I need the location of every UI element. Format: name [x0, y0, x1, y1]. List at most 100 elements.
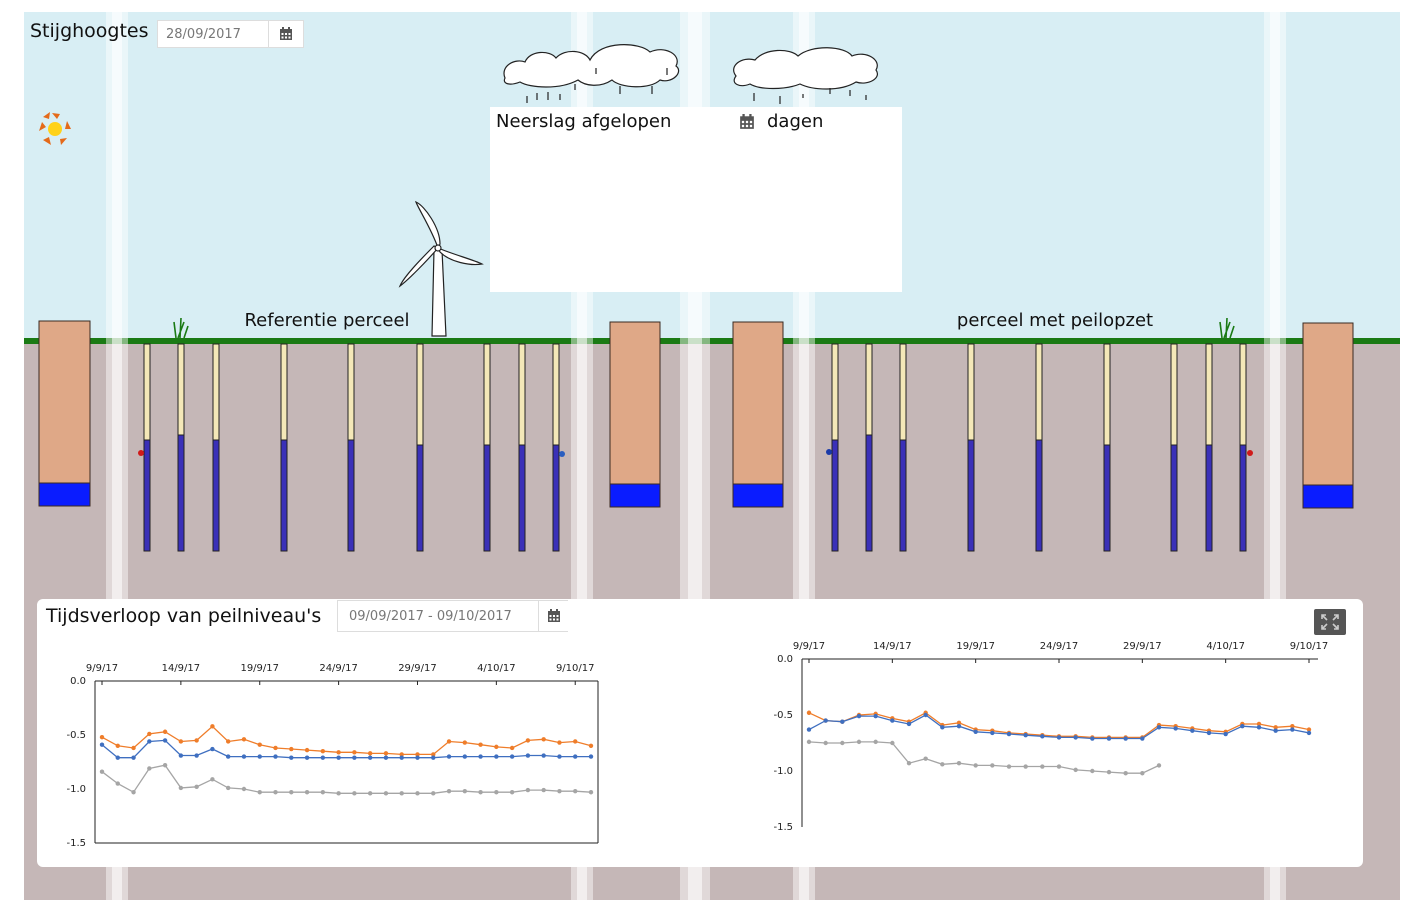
data-point	[478, 742, 483, 747]
data-point	[509, 790, 515, 795]
rain-days-input[interactable]	[706, 110, 734, 134]
data-point	[367, 751, 373, 756]
data-point	[990, 730, 995, 736]
series-2	[99, 763, 594, 796]
data-point	[431, 791, 436, 796]
data-point	[225, 785, 231, 791]
ground-line	[24, 338, 1400, 344]
calendar-icon	[740, 114, 754, 129]
data-point	[890, 718, 895, 723]
data-point	[1240, 724, 1245, 729]
data-point	[956, 720, 962, 726]
data-point	[147, 766, 152, 771]
data-point	[446, 788, 452, 794]
data-point	[162, 763, 168, 768]
series-0	[99, 724, 594, 757]
data-point	[1206, 730, 1212, 736]
range-input[interactable]: 09/09/2017 - 09/10/2017	[337, 600, 568, 632]
data-point	[906, 721, 912, 727]
fullscreen-button[interactable]	[1314, 609, 1346, 635]
x-tick-label: 14/9/17	[162, 663, 201, 674]
data-point	[573, 739, 578, 744]
data-point	[462, 788, 468, 794]
data-point	[856, 713, 862, 719]
data-point	[383, 791, 389, 796]
data-point	[241, 786, 247, 792]
timeseries-panel	[37, 599, 1363, 867]
data-point	[856, 739, 862, 745]
range-input-value: 09/09/2017 - 09/10/2017	[349, 609, 512, 624]
data-point	[399, 752, 404, 757]
data-point	[399, 755, 404, 760]
data-point	[956, 760, 962, 766]
data-point	[1290, 727, 1295, 732]
data-point	[1173, 726, 1178, 731]
data-point	[431, 752, 436, 757]
tube	[1170, 343, 1178, 552]
tube	[967, 343, 975, 552]
range-calendar-button[interactable]	[538, 601, 568, 631]
data-point	[1156, 763, 1162, 768]
data-point	[462, 740, 468, 745]
data-point	[99, 734, 105, 740]
rain-days-calendar-button[interactable]	[736, 111, 758, 133]
data-point	[210, 777, 215, 782]
x-tick-label: 9/10/17	[1290, 641, 1329, 652]
x-tick-label: 4/10/17	[477, 663, 516, 674]
data-point	[1073, 735, 1078, 740]
data-point	[873, 713, 878, 719]
data-point	[923, 756, 928, 761]
data-point	[336, 750, 341, 755]
x-tick-label: 24/9/17	[1040, 641, 1079, 652]
well-right-inner	[732, 321, 784, 508]
data-point	[99, 769, 105, 774]
data-point	[573, 788, 578, 794]
rain-label-after: dagen	[767, 111, 824, 132]
well-right-outer	[1302, 322, 1354, 509]
data-point	[131, 790, 136, 795]
tube	[518, 343, 526, 552]
left-field-title: Referentie perceel	[244, 310, 409, 331]
data-point	[320, 790, 326, 795]
data-point	[1040, 764, 1045, 769]
y-tick-label: -1.0	[773, 766, 793, 777]
series-line	[808, 741, 1160, 774]
tube	[177, 343, 185, 552]
y-tick-label: 0.0	[777, 654, 793, 665]
data-point	[1190, 728, 1195, 733]
x-tick-label: 24/9/17	[319, 663, 358, 674]
data-point	[225, 754, 231, 759]
data-point	[1056, 735, 1062, 740]
data-point	[973, 763, 978, 768]
data-point	[990, 763, 995, 768]
data-point	[115, 781, 120, 786]
data-point	[906, 760, 912, 766]
y-tick-label: -1.5	[773, 822, 793, 833]
data-point	[806, 739, 812, 745]
data-point	[1106, 769, 1112, 775]
data-point	[320, 749, 326, 754]
data-point	[840, 719, 845, 724]
data-point	[194, 738, 199, 743]
wind-turbine-icon	[398, 200, 484, 337]
data-point	[525, 753, 531, 758]
well-left-outer	[38, 320, 91, 507]
data-point	[178, 785, 184, 791]
data-point	[478, 754, 483, 759]
series-1	[806, 712, 1312, 741]
series-line	[101, 764, 592, 794]
data-point	[273, 754, 278, 759]
data-point	[289, 755, 294, 760]
data-point	[973, 729, 978, 734]
rain-panel	[490, 107, 902, 292]
data-point	[1006, 764, 1012, 769]
date-calendar-button[interactable]	[268, 21, 303, 47]
well-left-inner	[609, 321, 661, 508]
data-point	[99, 742, 105, 747]
data-point	[873, 739, 878, 745]
tube	[280, 343, 288, 552]
sun-loading-icon	[39, 112, 71, 145]
tube	[143, 343, 151, 552]
data-point	[525, 787, 531, 793]
data-point	[352, 755, 357, 760]
